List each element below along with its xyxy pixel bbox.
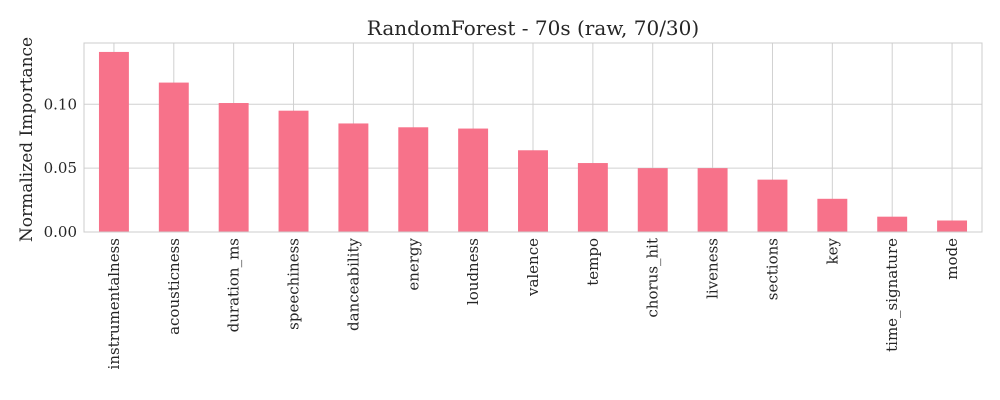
- bar-mode: [937, 220, 968, 232]
- x-tick-label-sections: sections: [763, 238, 781, 300]
- bar-loudness: [458, 128, 489, 232]
- y-tick-label: 0.00: [44, 223, 77, 241]
- bar-liveness: [697, 168, 728, 232]
- plot-frame: [83, 42, 983, 233]
- y-tick-labels: 0.00 0.05 0.10: [44, 95, 77, 241]
- bar-duration-ms: [218, 103, 249, 233]
- bar-valence: [518, 150, 548, 232]
- bar-key: [817, 198, 848, 232]
- bar-time-signature: [877, 216, 908, 232]
- x-tick-label-mode: mode: [943, 238, 961, 280]
- x-tick-label-energy: energy: [404, 237, 422, 290]
- y-tick-label: 0.10: [44, 95, 77, 113]
- bar-energy: [398, 127, 429, 232]
- chart-title: RandomForest - 70s (raw, 70/30): [367, 16, 699, 40]
- bar-danceability: [338, 123, 369, 232]
- x-tick-label-valence: valence: [524, 238, 542, 297]
- bars: [98, 51, 968, 233]
- x-tick-label-instrumentalness: instrumentalness: [105, 238, 123, 369]
- x-tick-label-duration-ms: duration_ms: [225, 238, 243, 332]
- x-tick-label-speechiness: speechiness: [285, 238, 303, 330]
- x-tick-label-time-signature: time_signature: [883, 238, 901, 352]
- bar-chorus-hit: [637, 168, 668, 232]
- x-tick-label-chorus-hit: chorus_hit: [644, 238, 662, 318]
- y-tick-label: 0.05: [44, 159, 77, 177]
- x-tick-labels: instrumentalness acousticness duration_ms s…: [105, 237, 961, 369]
- x-tick-label-danceability: danceability: [344, 237, 362, 330]
- y-axis-label: Normalized Importance: [17, 37, 37, 242]
- bar-sections: [757, 179, 788, 232]
- x-tick-label-key: key: [823, 237, 841, 264]
- x-tick-label-acousticness: acousticness: [165, 238, 183, 335]
- bar-speechiness: [278, 110, 309, 232]
- x-tick-label-liveness: liveness: [704, 238, 722, 299]
- x-tick-label-loudness: loudness: [464, 238, 482, 305]
- bar-instrumentalness: [98, 51, 129, 232]
- x-tick-label-tempo: tempo: [584, 238, 602, 286]
- bar-tempo: [577, 163, 608, 232]
- bar-acousticness: [158, 82, 189, 233]
